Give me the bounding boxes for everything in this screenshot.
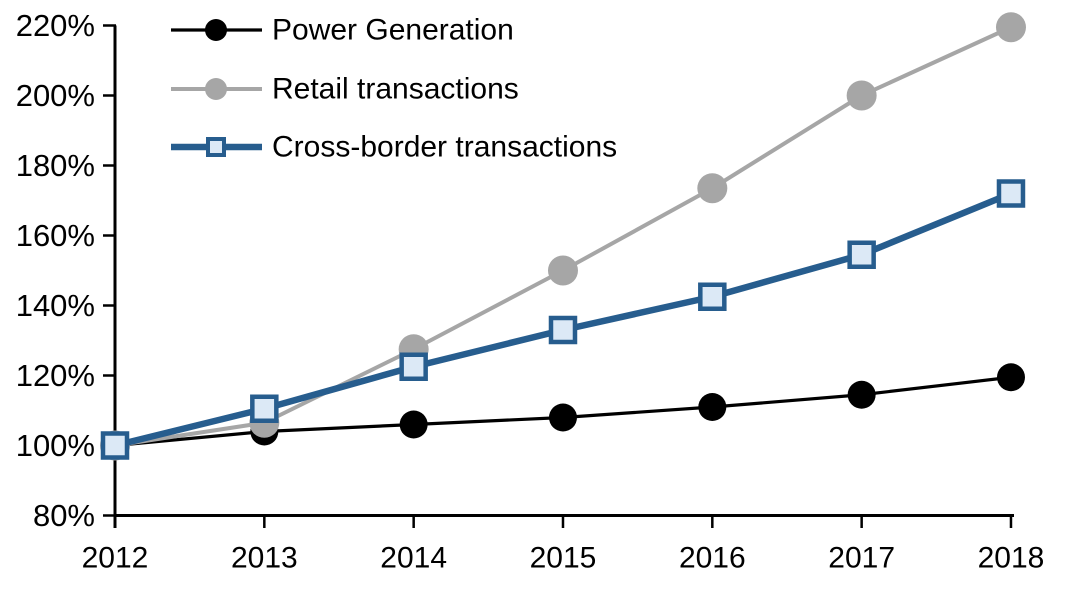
data-point-marker: [399, 352, 428, 381]
data-point-marker: [698, 282, 727, 311]
data-point-marker: [547, 255, 578, 286]
series-cross-border-transactions: [100, 179, 1026, 460]
x-tick-label: 2012: [82, 542, 149, 575]
data-point-marker: [399, 410, 428, 439]
legend-item-power-generation: Power Generation: [171, 14, 514, 47]
data-point-marker: [250, 394, 279, 423]
legend-label: Retail transactions: [272, 73, 519, 106]
x-tick-label: 2013: [231, 542, 298, 575]
data-point-marker: [548, 315, 578, 345]
data-point-marker: [846, 80, 877, 111]
data-point-marker: [995, 12, 1026, 43]
series-power-generation: [101, 363, 1025, 460]
data-point-marker: [100, 431, 130, 460]
x-tick-label: 2016: [679, 542, 746, 575]
x-tick-label: 2014: [380, 542, 447, 575]
legend-marker-circle-icon: [205, 19, 227, 41]
x-axis: 2012 2013 2014 2015 2016 2017 2018: [82, 514, 1045, 575]
y-tick-label: 180%: [16, 148, 95, 183]
y-tick-label: 120%: [16, 358, 95, 393]
data-point-marker: [847, 380, 876, 409]
legend-label: Cross-border transactions: [272, 131, 617, 164]
legend-item-retail-transactions: Retail transactions: [171, 73, 519, 106]
x-tick-label: 2015: [530, 542, 597, 575]
data-point-marker: [548, 403, 577, 432]
legend-marker-square-icon: [206, 137, 226, 157]
series-group: [100, 12, 1026, 461]
y-axis: 220% 200% 180% 160% 140% 120% 100% 80%: [16, 8, 117, 533]
legend: Power Generation Retail transactions Cross…: [171, 14, 617, 164]
x-tick-label: 2017: [828, 542, 895, 575]
x-tick-label: 2018: [978, 542, 1045, 575]
y-tick-label: 80%: [33, 498, 95, 533]
data-point-marker: [698, 393, 727, 421]
legend-label: Power Generation: [272, 14, 514, 47]
y-tick-label: 100%: [16, 428, 95, 463]
y-tick-label: 140%: [16, 288, 95, 323]
y-tick-label: 200%: [16, 78, 95, 113]
data-point-marker: [847, 240, 876, 269]
data-point-marker: [697, 173, 728, 204]
data-point-marker: [996, 363, 1025, 392]
legend-item-cross-border-transactions: Cross-border transactions: [171, 131, 617, 164]
y-tick-label: 160%: [16, 218, 95, 253]
y-tick-label: 220%: [16, 8, 95, 43]
data-point-marker: [996, 179, 1026, 208]
legend-marker-circle-icon: [205, 78, 227, 100]
